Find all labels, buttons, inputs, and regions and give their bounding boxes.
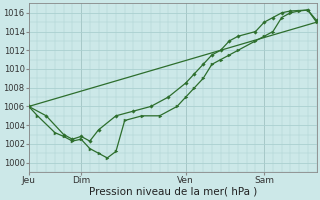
X-axis label: Pression niveau de la mer( hPa ): Pression niveau de la mer( hPa ) [89, 187, 257, 197]
